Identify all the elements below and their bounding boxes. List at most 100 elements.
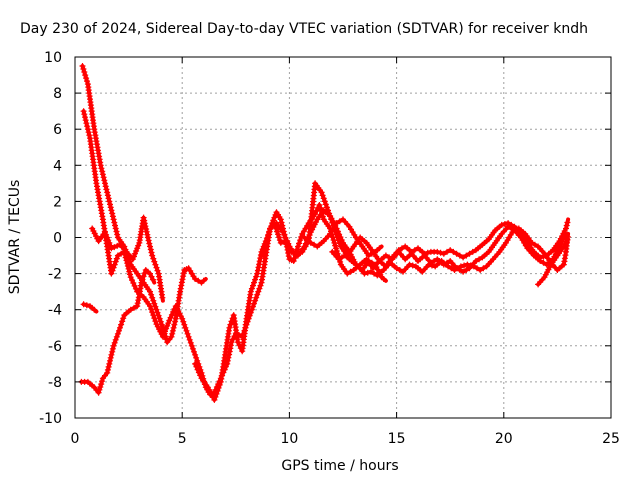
x-tick-label: 15	[388, 431, 406, 447]
data-point	[134, 245, 141, 252]
data-point	[247, 288, 254, 295]
data-point	[84, 126, 91, 133]
data-point	[264, 237, 271, 244]
data-point	[333, 220, 340, 227]
data-point	[333, 231, 340, 238]
data-point	[153, 306, 160, 313]
data-point	[332, 242, 339, 249]
data-point	[285, 240, 292, 247]
data-point	[330, 237, 337, 243]
data-point	[333, 248, 340, 254]
data-point	[157, 318, 164, 325]
data-point	[361, 270, 368, 277]
data-point	[307, 239, 314, 246]
data-point	[153, 264, 160, 271]
x-tick-label: 10	[280, 431, 298, 447]
data-point	[97, 204, 104, 211]
data-point	[295, 243, 301, 250]
data-point	[182, 324, 189, 331]
data-point	[127, 306, 134, 313]
data-point	[147, 246, 154, 253]
data-point	[165, 320, 172, 327]
trace-9-markers	[535, 238, 570, 288]
data-point	[276, 237, 283, 244]
data-point	[470, 263, 477, 270]
data-point	[102, 180, 108, 187]
data-point	[189, 345, 196, 352]
data-point	[512, 227, 519, 234]
data-point	[322, 201, 329, 208]
data-point	[200, 277, 207, 284]
data-point	[144, 234, 151, 241]
data-point	[106, 239, 113, 246]
y-tick-label: -10	[39, 411, 62, 427]
data-point	[262, 246, 269, 253]
data-point	[120, 315, 127, 322]
data-point	[131, 282, 138, 289]
data-point	[149, 252, 156, 259]
data-point	[376, 245, 383, 252]
data-point	[319, 213, 326, 220]
data-point	[104, 369, 111, 376]
data-point	[170, 324, 177, 331]
data-point	[474, 265, 480, 272]
trace-4-markers	[80, 301, 98, 313]
data-point	[563, 222, 570, 229]
data-point	[107, 204, 114, 211]
data-point	[226, 324, 233, 331]
data-point	[275, 231, 282, 238]
data-point	[347, 268, 354, 275]
data-point	[113, 228, 120, 235]
data-point	[105, 237, 112, 244]
data-point	[152, 261, 159, 268]
data-point	[256, 285, 263, 292]
data-point	[195, 277, 202, 284]
data-point	[179, 315, 186, 322]
data-point	[104, 234, 111, 241]
data-point	[168, 333, 175, 340]
data-point	[396, 267, 403, 273]
data-point	[149, 276, 156, 283]
data-point	[169, 330, 176, 337]
data-point	[117, 324, 123, 331]
data-point	[460, 254, 467, 261]
data-point	[118, 321, 125, 328]
y-tick-label: 0	[53, 231, 62, 247]
data-point	[252, 276, 259, 283]
x-tick-label: 25	[602, 431, 620, 447]
data-point	[113, 255, 120, 262]
data-point	[333, 245, 339, 252]
trace-8-markers	[329, 225, 571, 279]
data-point	[99, 168, 106, 175]
data-point	[445, 263, 452, 270]
data-point	[126, 268, 133, 275]
data-point	[344, 270, 351, 277]
data-point	[129, 256, 136, 263]
data-point	[162, 328, 168, 335]
data-point	[112, 336, 119, 343]
data-point	[255, 288, 262, 295]
data-point	[82, 114, 88, 121]
data-point	[102, 183, 109, 190]
data-point	[480, 265, 487, 272]
data-point	[421, 250, 428, 257]
data-point	[399, 245, 405, 252]
data-point	[327, 213, 334, 220]
data-point	[365, 252, 372, 259]
data-point	[280, 229, 286, 236]
data-point	[531, 241, 538, 248]
data-point	[192, 360, 199, 367]
data-point	[509, 229, 516, 236]
data-point	[97, 384, 104, 390]
data-point	[130, 280, 137, 286]
data-point	[187, 339, 194, 346]
data-point	[100, 174, 107, 181]
data-point	[563, 238, 570, 245]
data-point	[149, 309, 156, 316]
data-point	[328, 216, 335, 223]
data-point	[169, 327, 176, 334]
data-point	[477, 267, 484, 273]
data-point	[146, 240, 153, 247]
data-point	[192, 276, 199, 282]
